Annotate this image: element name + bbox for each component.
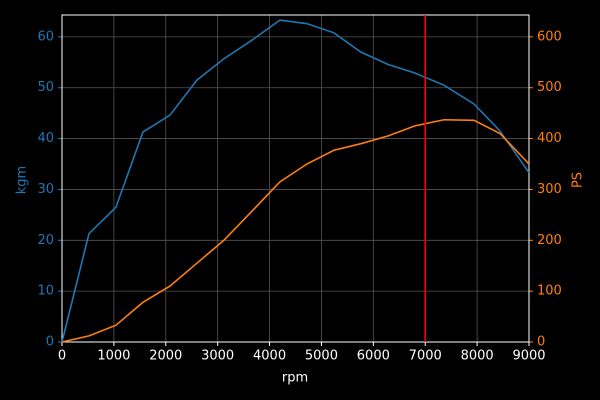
x-tick-label: 3000: [201, 349, 234, 364]
y2-tick-label: 600: [537, 29, 562, 44]
x-axis-label: rpm: [282, 371, 308, 386]
y2-tick-label: 300: [537, 182, 562, 197]
series-line: [61, 19, 530, 343]
y-tick-label: 40: [37, 131, 54, 146]
x-tick-label: 6000: [357, 349, 390, 364]
y-tick-label: 30: [37, 182, 54, 197]
y2-tick-label: 200: [537, 233, 562, 248]
x-tick-label: 7000: [409, 349, 442, 364]
plot-frame: [61, 14, 530, 343]
y2-tick-label: 100: [537, 284, 562, 299]
y-tick-label: 20: [37, 233, 54, 248]
x-tick-label: 5000: [305, 349, 338, 364]
y2-axis-label: PS: [571, 172, 586, 188]
y-tick-label: 0: [46, 335, 54, 350]
x-tick-label: 4000: [253, 349, 286, 364]
x-tick-label: 1000: [97, 349, 130, 364]
y2-tick-label: 400: [537, 131, 562, 146]
x-tick-label: 9000: [512, 349, 545, 364]
y-tick-label: 50: [37, 80, 54, 95]
y-axis-label: kgm: [15, 166, 30, 194]
y-tick-label: 60: [37, 29, 54, 44]
x-tick-label: 8000: [461, 349, 494, 364]
y2-tick-label: 500: [537, 80, 562, 95]
x-tick-label: 0: [58, 349, 66, 364]
y-tick-label: 10: [37, 284, 54, 299]
x-tick-label: 2000: [149, 349, 182, 364]
y2-tick-label: 0: [537, 335, 545, 350]
series-line: [61, 118, 530, 343]
